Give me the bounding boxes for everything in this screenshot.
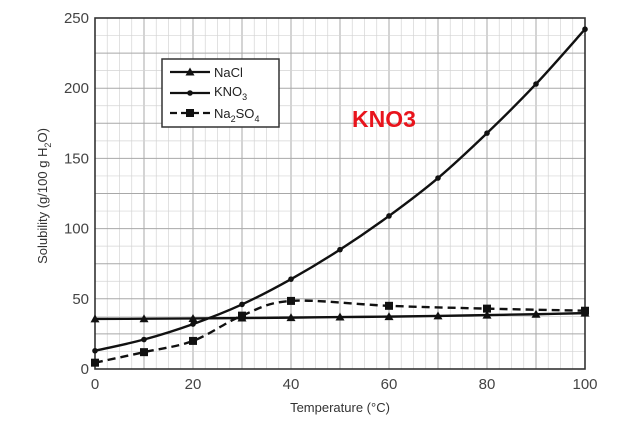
legend-label-nacl: NaCl (214, 65, 243, 80)
x-tick-label: 80 (479, 376, 496, 393)
legend-label-na2so4: Na2SO4 (214, 106, 259, 124)
data-point-nacl (90, 314, 100, 323)
data-point-kno3 (435, 175, 441, 181)
data-point-nacl (286, 313, 296, 322)
series-na2so4 (91, 296, 589, 367)
data-point-na2so4 (238, 311, 246, 320)
series-kno3 (92, 26, 588, 354)
data-point-kno3 (337, 246, 343, 253)
x-tick-label: 60 (381, 376, 398, 393)
kno3-annotation: KNO3 (352, 106, 416, 132)
data-point-na2so4 (91, 358, 99, 367)
y-tick-label: 200 (64, 80, 89, 97)
legend-square-marker (186, 109, 194, 117)
data-point-nacl (188, 313, 198, 322)
data-point-nacl (433, 311, 443, 320)
y-tick-label: 150 (64, 150, 89, 167)
data-point-kno3 (582, 26, 588, 33)
legend-label-kno3: KNO3 (214, 84, 247, 102)
data-point-nacl (482, 310, 492, 319)
data-point-na2so4 (189, 336, 197, 345)
y-tick-label: 50 (72, 291, 89, 308)
y-tick-label: 100 (64, 221, 89, 238)
data-point-nacl (335, 312, 345, 321)
data-point-kno3 (141, 336, 147, 343)
data-point-kno3 (239, 301, 245, 308)
data-point-kno3 (386, 213, 392, 219)
legend-item-na2so4: Na2SO4 (170, 106, 259, 124)
series-line-kno3 (94, 28, 586, 352)
legend-item-kno3: KNO3 (170, 84, 247, 102)
data-point-kno3 (484, 130, 490, 136)
series-layer (90, 26, 590, 367)
plot-frame (94, 17, 586, 370)
data-point-nacl (531, 309, 541, 318)
y-tick-label: 0 (81, 361, 89, 378)
data-point-na2so4 (483, 304, 491, 313)
y-tick-label: 250 (64, 10, 89, 27)
data-point-na2so4 (385, 301, 393, 310)
data-point-kno3 (92, 347, 98, 354)
data-point-nacl (139, 314, 149, 323)
legend-dot-marker (187, 90, 193, 96)
data-point-na2so4 (140, 348, 148, 357)
x-axis-title: Temperature (°C) (290, 400, 390, 415)
x-tick-label: 40 (283, 376, 300, 393)
tick-labels: 0 20 40 60 80 100 0 50 100 150 200 250 (64, 10, 598, 393)
x-tick-label: 0 (91, 376, 99, 393)
data-point-nacl (384, 312, 394, 321)
data-point-kno3 (533, 81, 539, 87)
data-point-na2so4 (287, 296, 295, 305)
y-axis-title: Solubility (g/100 g H2O) (35, 128, 53, 264)
legend: NaCl KNO3 Na2SO4 (161, 58, 280, 128)
legend-triangle-marker (185, 67, 195, 76)
x-tick-label: 100 (572, 376, 597, 393)
legend-item-nacl: NaCl (170, 65, 243, 80)
data-point-kno3 (288, 276, 294, 282)
data-point-na2so4 (581, 306, 589, 315)
data-point-kno3 (190, 321, 196, 327)
x-tick-label: 20 (185, 376, 202, 393)
